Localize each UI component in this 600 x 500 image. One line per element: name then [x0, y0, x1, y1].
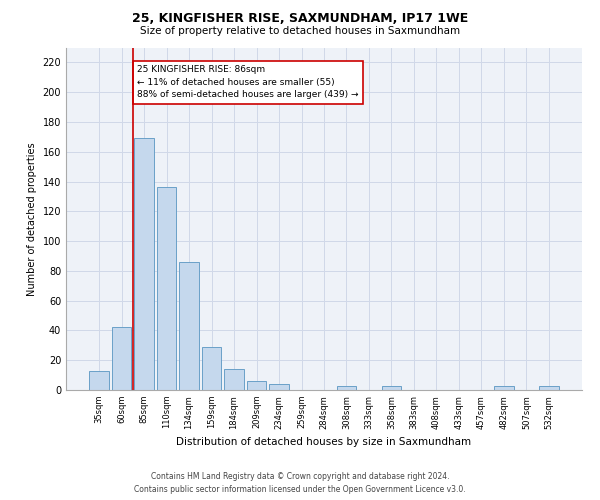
Bar [157, 188, 176, 390]
Text: 25, KINGFISHER RISE, SAXMUNDHAM, IP17 1WE: 25, KINGFISHER RISE, SAXMUNDHAM, IP17 1W… [132, 12, 468, 26]
Bar [382, 386, 401, 390]
Y-axis label: Number of detached properties: Number of detached properties [27, 142, 37, 296]
Bar [494, 386, 514, 390]
Bar [224, 369, 244, 390]
Text: Size of property relative to detached houses in Saxmundham: Size of property relative to detached ho… [140, 26, 460, 36]
Bar [112, 328, 131, 390]
Bar [202, 347, 221, 390]
Bar [337, 386, 356, 390]
Bar [89, 370, 109, 390]
Bar [247, 381, 266, 390]
Bar [179, 262, 199, 390]
X-axis label: Distribution of detached houses by size in Saxmundham: Distribution of detached houses by size … [176, 437, 472, 447]
Bar [269, 384, 289, 390]
Text: Contains HM Land Registry data © Crown copyright and database right 2024.
Contai: Contains HM Land Registry data © Crown c… [134, 472, 466, 494]
Text: 25 KINGFISHER RISE: 86sqm
← 11% of detached houses are smaller (55)
88% of semi-: 25 KINGFISHER RISE: 86sqm ← 11% of detac… [137, 66, 359, 100]
Bar [539, 386, 559, 390]
Bar [134, 138, 154, 390]
